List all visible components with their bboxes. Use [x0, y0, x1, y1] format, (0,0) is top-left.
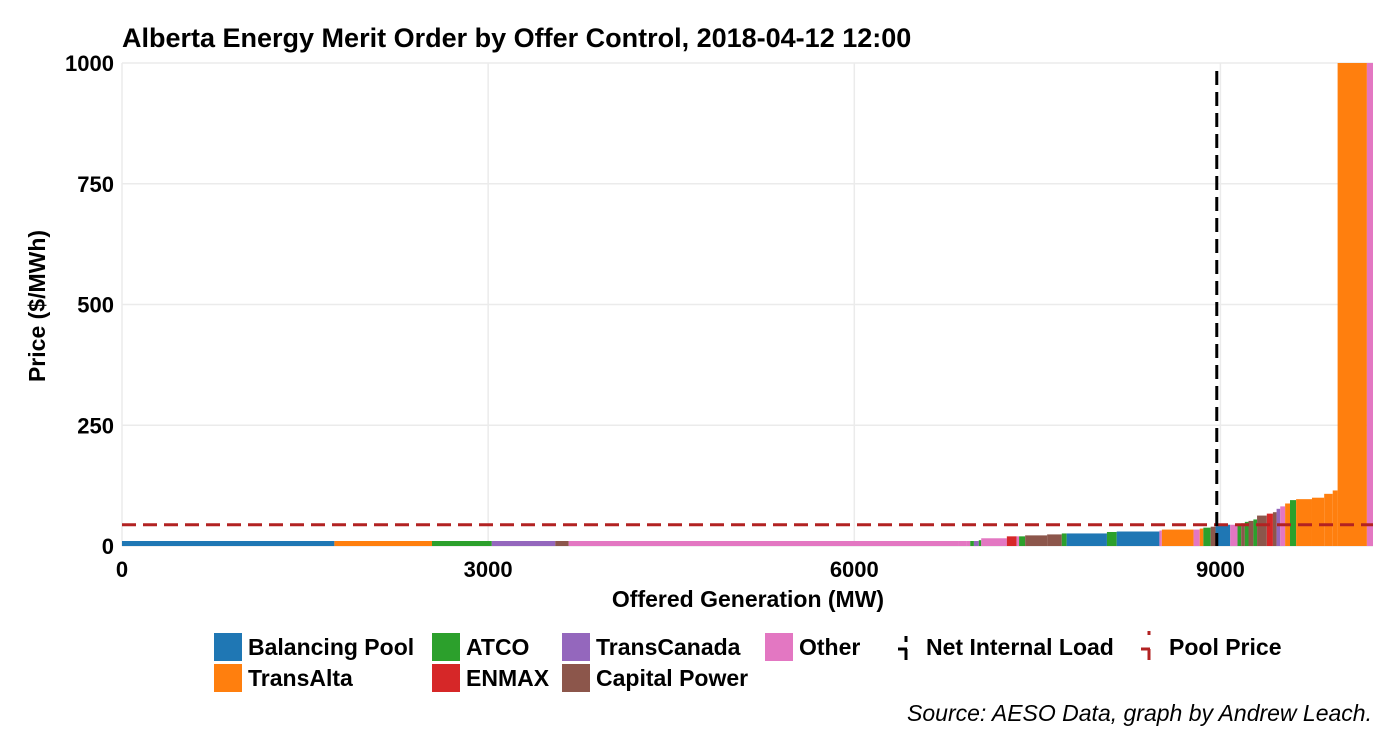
legend-item-enmax: ENMAX — [432, 664, 550, 692]
block-capital-power — [1257, 515, 1267, 546]
block-atco — [970, 541, 974, 546]
block-transalta — [1311, 497, 1325, 546]
block-other — [981, 538, 1007, 546]
y-tick-label: 0 — [102, 534, 114, 559]
y-tick-label: 1000 — [65, 51, 114, 76]
x-axis-title: Offered Generation (MW) — [612, 586, 884, 612]
block-balancing-pool — [1066, 533, 1107, 546]
block-capital-power — [555, 541, 569, 546]
legend-item-balancing-pool: Balancing Pool — [214, 633, 414, 661]
block-capital-power — [1248, 520, 1254, 546]
y-tick-label: 500 — [77, 293, 114, 318]
reference-lines — [122, 71, 1373, 546]
block-atco — [432, 541, 492, 546]
block-other — [1159, 530, 1162, 546]
block-balancing-pool — [122, 541, 335, 546]
block-other — [1366, 63, 1373, 546]
block-transalta — [1324, 493, 1333, 546]
block-enmax — [1266, 513, 1273, 546]
block-atco — [1061, 533, 1067, 546]
legend-label: Other — [799, 634, 860, 660]
legend-swatch — [214, 664, 242, 692]
block-transalta — [1296, 499, 1312, 546]
block-capital-power — [1241, 523, 1245, 546]
block-balancing-pool — [1116, 531, 1160, 546]
legend-item-transalta: TransAlta — [214, 664, 353, 692]
x-tick-label: 0 — [116, 557, 128, 582]
block-other — [1016, 536, 1020, 546]
block-atco — [1237, 524, 1242, 546]
block-transalta — [334, 541, 433, 546]
y-axis-tick-labels: 0 250 500 750 1000 — [65, 51, 114, 559]
x-tick-label: 6000 — [830, 557, 879, 582]
legend-item-transcanada: TransCanada — [562, 633, 741, 661]
x-tick-label: 3000 — [464, 557, 513, 582]
block-other — [1193, 529, 1200, 546]
block-other — [958, 541, 967, 546]
merit-order-blocks — [122, 63, 1373, 546]
block-balancing-pool — [1215, 524, 1231, 546]
legend-label: TransCanada — [596, 634, 741, 660]
block-transcanada — [491, 541, 556, 546]
block-atco — [1290, 500, 1297, 546]
legend-swatch — [765, 633, 793, 661]
source-caption: Source: AESO Data, graph by Andrew Leach… — [907, 700, 1372, 726]
legend: Balancing Pool TransAlta ATCO ENMAX TransCan… — [214, 631, 1281, 692]
y-tick-label: 250 — [77, 413, 114, 438]
legend-item-pool-price: Pool Price — [1141, 631, 1281, 660]
x-axis-tick-labels: 0 3000 6000 9000 — [116, 557, 1245, 582]
legend-label: TransAlta — [248, 665, 353, 691]
block-capital-power — [1047, 534, 1062, 546]
legend-label: ENMAX — [466, 665, 550, 691]
grid-lines — [121, 62, 1373, 547]
block-transalta — [1199, 528, 1204, 546]
block-atco — [1244, 521, 1249, 546]
block-capital-power — [1272, 512, 1277, 546]
block-transalta — [1332, 490, 1338, 546]
legend-item-net-internal-load: Net Internal Load — [898, 634, 1114, 660]
legend-swatch — [432, 664, 460, 692]
legend-item-other: Other — [765, 633, 860, 661]
block-atco — [1253, 519, 1258, 546]
block-transalta — [1337, 63, 1367, 546]
block-transalta — [1161, 529, 1194, 546]
block-transcanada — [1276, 508, 1281, 546]
legend-item-atco: ATCO — [432, 633, 529, 661]
chart-title: Alberta Energy Merit Order by Offer Cont… — [122, 23, 911, 53]
legend-swatch — [562, 664, 590, 692]
block-atco — [1106, 531, 1117, 546]
plot-panel — [121, 62, 1373, 547]
legend-item-capital-power: Capital Power — [562, 664, 748, 692]
block-transcanada — [973, 541, 979, 546]
legend-swatch — [214, 633, 242, 661]
block-enmax — [1006, 536, 1017, 546]
legend-label: Balancing Pool — [248, 634, 414, 660]
block-other — [966, 541, 971, 546]
x-tick-label: 9000 — [1196, 557, 1245, 582]
legend-label: ATCO — [466, 634, 529, 660]
block-atco — [1019, 536, 1026, 546]
legend-swatch — [432, 633, 460, 661]
legend-label: Capital Power — [596, 665, 748, 691]
block-atco — [1203, 527, 1211, 546]
y-axis-title: Price ($/MWh) — [24, 230, 50, 382]
block-other — [1230, 524, 1238, 546]
y-tick-label: 750 — [77, 172, 114, 197]
block-capital-power — [1210, 526, 1216, 546]
block-atco — [978, 540, 982, 546]
legend-label: Pool Price — [1169, 634, 1281, 660]
legend-swatch — [562, 633, 590, 661]
block-capital-power — [1025, 535, 1048, 546]
legend-label: Net Internal Load — [926, 634, 1114, 660]
block-other — [568, 541, 959, 546]
